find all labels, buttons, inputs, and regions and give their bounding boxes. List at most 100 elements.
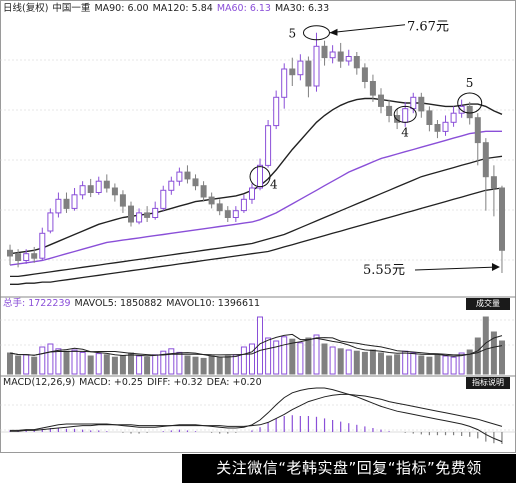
ma120-line <box>10 187 503 285</box>
footer-banner: 关注微信“老韩实盘”回复“指标”免费领 <box>182 454 516 483</box>
candle-body <box>39 232 46 259</box>
volume-bar <box>361 351 368 375</box>
volume-bar <box>386 355 393 375</box>
volume-bar <box>321 343 328 375</box>
high-price-label: 7.67元 <box>407 20 449 35</box>
volume-header-item: MAVOL5: 1850882 <box>74 298 163 309</box>
high-arrowhead <box>329 28 338 36</box>
wave-label-4: 4 <box>401 125 409 139</box>
volume-bar <box>232 354 239 375</box>
wave-label-4b: 4 <box>270 178 278 192</box>
volume-bar <box>152 354 159 375</box>
wave-label-5b: 5 <box>466 76 474 90</box>
candle-body <box>128 205 134 223</box>
volume-button[interactable]: 成交量 <box>466 298 510 310</box>
candle-body <box>466 105 473 119</box>
price-header-item: MA120: 5.84 <box>152 3 213 14</box>
volume-bar <box>176 351 183 375</box>
volume-header-item: MAVOL10: 1396611 <box>166 298 261 309</box>
candle-body <box>71 194 78 209</box>
candle-body <box>394 115 401 123</box>
volume-bar <box>71 349 78 375</box>
high-arrow <box>329 24 406 34</box>
volume-bar <box>482 316 489 375</box>
volume-panel-header: 总手: 1722239 MAVOL5: 1850882 MAVOL10: 13966… <box>3 298 264 310</box>
price-header-item: MA30: 6.33 <box>274 3 330 14</box>
candle-body <box>168 180 175 191</box>
volume-bar <box>490 331 497 375</box>
volume-bar <box>216 356 223 375</box>
candle-body <box>55 198 62 214</box>
mavol10-line <box>9 337 503 356</box>
candle-body <box>345 56 352 62</box>
volume-bar <box>458 352 465 375</box>
candle-body <box>482 142 489 178</box>
wave4-circle <box>393 105 417 123</box>
ma90-line <box>10 155 503 278</box>
volume-header-item: 总手: 1722239 <box>3 298 71 309</box>
candle-body <box>232 210 239 218</box>
candle-body <box>418 96 425 112</box>
volume-bar <box>249 343 255 375</box>
candle-body <box>378 94 384 107</box>
volume-bar <box>87 355 94 375</box>
candle-body <box>208 196 215 205</box>
volume-bar <box>103 354 110 375</box>
ma60-line <box>9 130 502 266</box>
candle-body <box>410 96 417 110</box>
volume-bar <box>450 356 457 375</box>
candle-body <box>31 253 38 259</box>
volume-bar <box>111 356 118 375</box>
volume-bar <box>224 355 231 375</box>
candle-body <box>192 178 199 187</box>
candle-body <box>184 171 191 180</box>
candle-body <box>337 51 344 62</box>
volume-bar <box>119 355 126 375</box>
volume-bar <box>434 354 441 375</box>
candle-body <box>313 45 320 87</box>
candle-body <box>63 198 70 209</box>
candle-body <box>249 187 255 200</box>
volume-bar <box>63 350 70 375</box>
indicator-help-button[interactable]: 指标说明 <box>466 377 510 389</box>
volume-bar <box>353 350 360 375</box>
candle-body <box>297 60 304 76</box>
price-header-item: MA60: 6.13 <box>216 3 271 14</box>
candle-body <box>426 110 433 126</box>
candle-body <box>160 189 167 209</box>
volume-bar <box>208 355 215 375</box>
candle-body <box>450 112 457 123</box>
price-header-item: 日线(复权) <box>3 3 49 14</box>
volume-bar <box>281 336 288 375</box>
candle-body <box>216 203 223 212</box>
candle-body <box>47 212 54 232</box>
candle-body <box>79 185 86 196</box>
candle-body <box>490 176 497 189</box>
candle-body <box>474 117 481 144</box>
candle-body <box>23 253 30 261</box>
low-arrowhead <box>491 263 500 271</box>
volume-bar <box>23 354 30 375</box>
wave5-circle <box>457 92 483 114</box>
price-header-item: 中国一重 <box>52 3 91 14</box>
candle-body <box>361 67 368 83</box>
candle-body <box>273 96 280 127</box>
volume-bar <box>55 348 62 375</box>
candle-body <box>281 68 288 98</box>
volume-bar <box>499 340 505 375</box>
candle-body <box>15 253 22 261</box>
price-panel-header: 日线(复权) 中国一重 MA90: 6.00 MA120: 5.84 MA60: 6.1… <box>3 3 333 15</box>
candle-body <box>111 187 118 196</box>
volume-bar <box>466 349 473 375</box>
diff-line <box>10 387 503 443</box>
price-header-item: MA90: 6.00 <box>94 3 149 14</box>
volume-bar <box>39 346 46 375</box>
dea-line <box>10 393 503 432</box>
candle-body <box>321 45 328 59</box>
candle-body <box>144 212 151 218</box>
volume-bar <box>273 340 280 375</box>
candle-body <box>95 180 102 193</box>
low-price-label: 5.55元 <box>363 263 405 278</box>
